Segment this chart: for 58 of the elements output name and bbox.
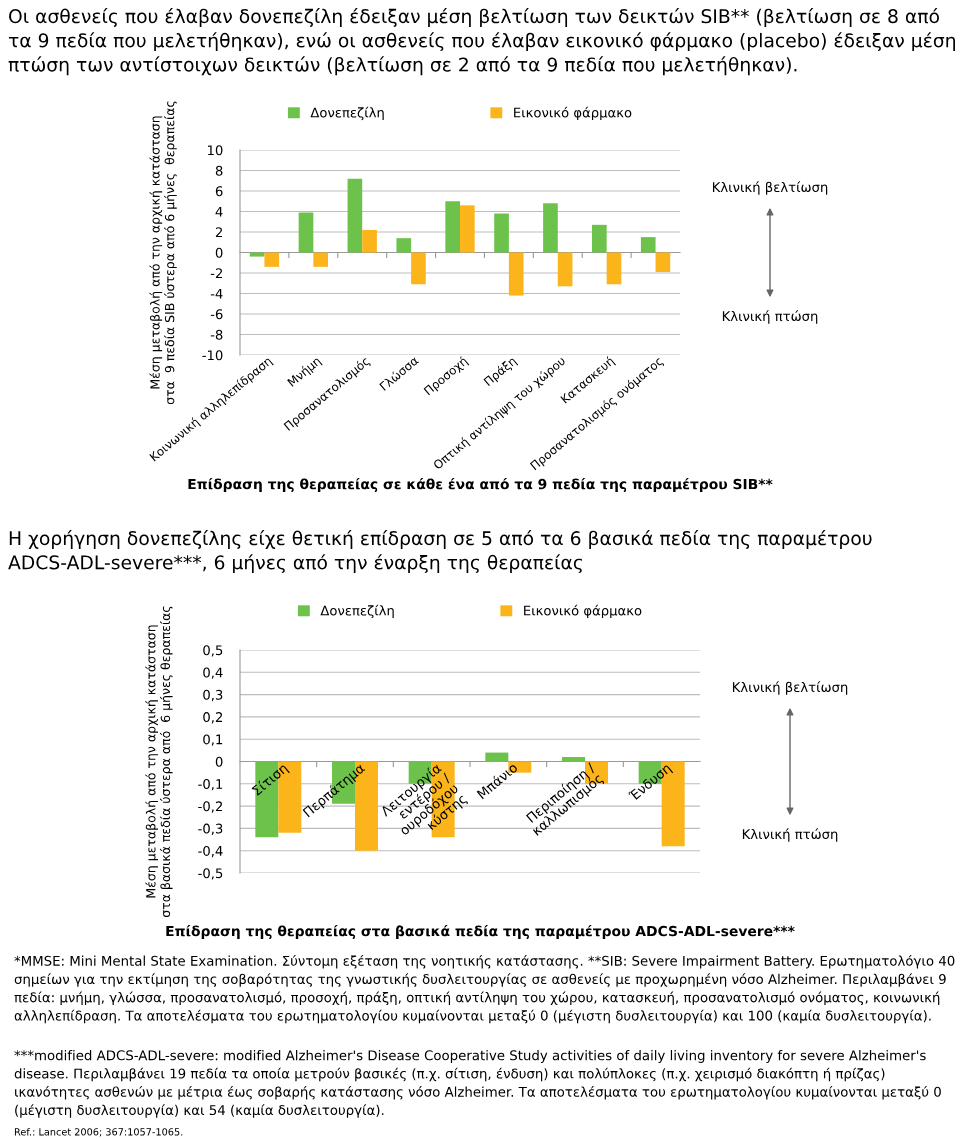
bar	[543, 203, 558, 253]
y-tick-label: -0,3	[198, 823, 223, 835]
bar	[606, 252, 622, 285]
y-tick-label: -0,1	[198, 779, 223, 791]
text: Κλινική πτώση	[742, 828, 838, 842]
y-axis-title: Μέση μεταβολή από την αρχική κατάσταση στα βασικά πεδία ύστερα από 6 μήνες θεραπείας	[145, 606, 173, 918]
chart-title: Οι ασθενείς που έλαβαν δονεπεζίλη έδειξαν μέση βελτίωση των δεικτών SIB** (βελτίωση σε 8 από τα 9 πεδία που μελετήθηκαν), ενώ οι ασθενείς που έλαβαν εικονικό φάρμακο (placebo) έδειξαν μέση πτώση των αντίστοιχων δεικτών (βελτίωση σε 2 από τα 9 πεδία που μελετήθηκαν).	[8, 8, 955, 76]
legend-label: Δονεπεζίλη	[320, 604, 394, 619]
bar	[298, 212, 314, 253]
y-tick-label: -0,2	[198, 801, 223, 813]
y-tick-label: 0,1	[203, 734, 223, 746]
bar	[445, 201, 460, 253]
bar	[592, 224, 607, 253]
x-axis-title: Επίδραση της θεραπείας σε κάθε ένα από τα 9 πεδία της παραμέτρου SIB**	[188, 478, 773, 493]
y-tick-label: 6	[215, 186, 223, 197]
bar	[347, 178, 363, 253]
text: Κλινική βελτίωση	[712, 181, 828, 195]
text: ***modified ADCS-ADL-severe: modified Alzheimer's Disease Cooperative Study activities of daily living inventory for severe Alzheimer's disease. Περιλαμβάνει 19 πεδία τα οποία μετρούν βασικές (π.χ. σίτιση, ένδυση) και πολύπλοκες (π.χ. χειρισμό διακόπτη ή πρίζας) ικανότητες ασθενών με μέτρια έως σοβαρής κατάστασης νόσο Alzheimer. Τα αποτελέσματα του ερωτηματολογίου κυμαίνονται μεταξύ 0 (μέγιστη δυσλειτουργία) και 54 (καμία δυσλειτουργία).	[14, 1050, 941, 1118]
bar	[562, 757, 585, 762]
y-tick-label: 0	[215, 247, 223, 258]
bar	[557, 252, 573, 287]
bar	[640, 237, 656, 253]
legend-label: Δονεπεζίλη	[310, 106, 384, 121]
bar	[494, 213, 509, 253]
bar	[313, 252, 328, 267]
y-tick-label: 0,5	[203, 645, 223, 657]
y-tick-label: -4	[210, 288, 223, 299]
bar	[485, 752, 509, 762]
x-axis-title: Επίδραση της θεραπείας στα βασικά πεδία της παραμέτρου ADCS-ADL-severe***	[166, 925, 795, 940]
chart-title: Η χορήγηση δονεπεζίλης είχε θετική επίδραση σε 5 από τα 6 βασικά πεδία της παραμέτρου ADCS-ADL-severe***, 6 μήνες από την έναρξη της θεραπείας	[8, 530, 872, 574]
y-axis-title: Μέση μεταβολή από την αρχική κατάσταση στα 9 πεδία SIB ύστερα από 6 μήνες θεραπείας	[149, 101, 177, 405]
text: Κλινική πτώση	[722, 310, 818, 324]
y-tick-label: -8	[210, 329, 223, 340]
y-tick-label: -2	[210, 268, 223, 279]
text: Κλινική βελτίωση	[732, 681, 848, 695]
bar	[460, 205, 475, 253]
bar	[411, 252, 426, 285]
y-tick-label: 0,3	[203, 689, 223, 702]
text: *MMSE: Mini Mental State Examination. Σύντομη εξέταση της νοητικής κατάστασης. **SIB: Severe Impairment Battery. Ερωτηματολόγιο 40 σημείων για την εκτίμηση της σοβαρότητας της γνωστικής δυσλειτουργίας σε ασθενείς με προχωρημένη νόσο Alzheimer. Περιλαμβάνει 9 πεδία: μνήμη, γλώσσα, προσανατολισμό, προσοχή, πράξη, οπτική αντίληψη του χώρου, κατασκευή, προσανατολισμό ονόματος, κοινωνική αλληλεπίδραση. Τα αποτελέσματα του ερωτηματολογίου κυμαίνονται μεταξύ 0 (μέγιστη δυσλειτουργία) και 100 (καμία δυσλειτουργία).	[14, 955, 955, 1024]
y-tick-label: 0,2	[203, 712, 223, 724]
y-tick-label: 0	[215, 756, 223, 767]
y-tick-label: -0,5	[198, 868, 223, 880]
y-tick-label: 2	[215, 227, 223, 238]
y-tick-label: 0,4	[203, 667, 223, 679]
y-tick-label: 10	[207, 145, 223, 156]
legend-label: Εικονικό φάρμακο	[524, 604, 642, 619]
bar	[264, 252, 280, 267]
bar	[249, 252, 265, 257]
y-tick-label: -6	[210, 309, 223, 320]
y-tick-label: 4	[215, 206, 223, 217]
legend-label: Εικονικό φάρμακο	[514, 106, 632, 121]
text: Ref.: Lancet 2006; 367:1057-1065.	[14, 1128, 183, 1137]
bar	[655, 252, 671, 272]
bar	[508, 252, 524, 296]
y-tick-label: -0,4	[198, 845, 223, 858]
y-tick-label: 8	[215, 165, 223, 176]
bar	[396, 238, 412, 253]
bar	[362, 229, 377, 253]
